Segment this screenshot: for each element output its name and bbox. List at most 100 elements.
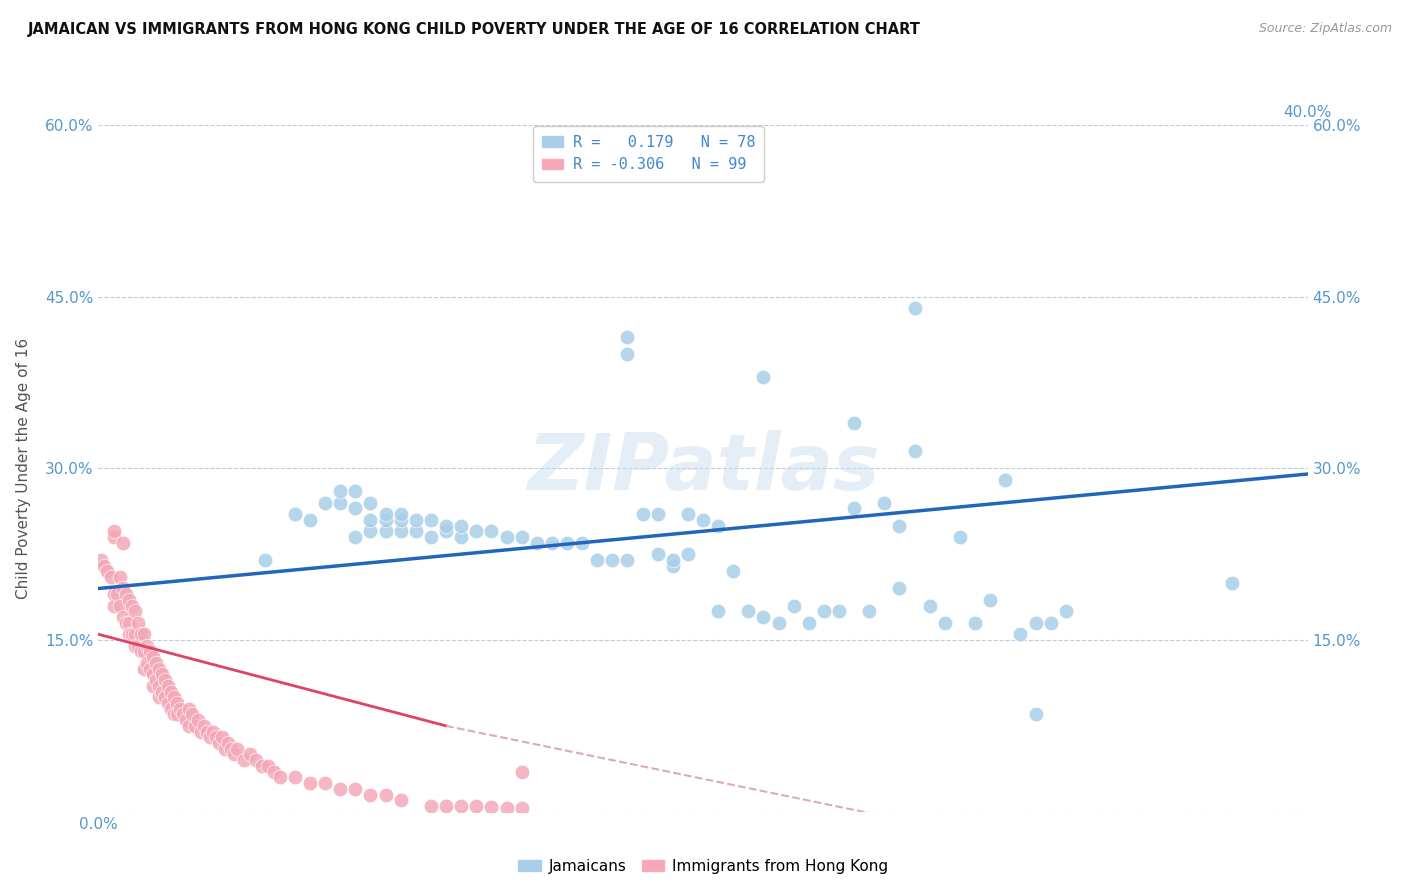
Point: [150, 684, 173, 698]
Point: [737, 604, 759, 618]
Point: [108, 570, 131, 584]
Point: [148, 690, 170, 705]
Point: [1024, 615, 1046, 630]
Point: [783, 599, 806, 613]
Point: [299, 513, 322, 527]
Point: [465, 799, 488, 814]
Point: [103, 587, 125, 601]
Point: [979, 593, 1001, 607]
Point: [555, 535, 578, 549]
Point: [111, 582, 134, 596]
Point: [132, 627, 155, 641]
Point: [156, 679, 179, 693]
Point: [844, 416, 866, 430]
Point: [360, 788, 382, 802]
Point: [166, 707, 188, 722]
Point: [114, 587, 136, 601]
Text: JAMAICAN VS IMMIGRANTS FROM HONG KONG CHILD POVERTY UNDER THE AGE OF 16 CORRELAT: JAMAICAN VS IMMIGRANTS FROM HONG KONG CH…: [28, 22, 921, 37]
Point: [344, 484, 367, 499]
Point: [139, 644, 162, 658]
Point: [253, 553, 276, 567]
Point: [1220, 575, 1243, 590]
Point: [127, 615, 149, 630]
Point: [495, 801, 517, 815]
Point: [1010, 627, 1032, 641]
Point: [994, 473, 1017, 487]
Point: [160, 701, 183, 715]
Point: [105, 587, 128, 601]
Point: [193, 719, 215, 733]
Point: [768, 615, 790, 630]
Point: [132, 644, 155, 658]
Point: [169, 701, 191, 715]
Point: [360, 524, 382, 539]
Point: [129, 644, 152, 658]
Point: [163, 707, 186, 722]
Point: [118, 627, 141, 641]
Point: [256, 759, 278, 773]
Point: [299, 776, 322, 790]
Point: [142, 650, 165, 665]
Point: [873, 495, 896, 509]
Point: [211, 731, 233, 745]
Point: [329, 495, 352, 509]
Point: [904, 444, 927, 458]
Point: [148, 662, 170, 676]
Point: [420, 799, 443, 814]
Point: [145, 656, 167, 670]
Point: [156, 696, 179, 710]
Point: [374, 524, 396, 539]
Point: [616, 329, 638, 343]
Point: [752, 610, 775, 624]
Point: [181, 707, 204, 722]
Point: [374, 788, 396, 802]
Point: [145, 673, 167, 687]
Point: [450, 530, 472, 544]
Point: [510, 764, 533, 779]
Point: [190, 724, 212, 739]
Point: [142, 679, 165, 693]
Point: [124, 639, 146, 653]
Point: [314, 776, 336, 790]
Point: [647, 547, 669, 561]
Point: [752, 369, 775, 384]
Point: [239, 747, 262, 762]
Point: [949, 530, 972, 544]
Point: [450, 799, 472, 814]
Point: [389, 793, 412, 807]
Point: [434, 799, 457, 814]
Point: [111, 610, 134, 624]
Point: [153, 690, 176, 705]
Point: [465, 524, 488, 539]
Point: [405, 513, 427, 527]
Point: [692, 513, 714, 527]
Point: [284, 770, 307, 785]
Point: [263, 764, 285, 779]
Point: [858, 604, 880, 618]
Point: [889, 582, 911, 596]
Point: [707, 518, 730, 533]
Point: [90, 553, 112, 567]
Point: [103, 530, 125, 544]
Point: [526, 535, 548, 549]
Point: [676, 547, 699, 561]
Point: [124, 604, 146, 618]
Point: [103, 524, 125, 539]
Point: [245, 753, 267, 767]
Point: [571, 535, 593, 549]
Point: [434, 518, 457, 533]
Point: [100, 570, 122, 584]
Point: [889, 518, 911, 533]
Point: [224, 747, 246, 762]
Point: [510, 801, 533, 815]
Point: [129, 627, 152, 641]
Point: [93, 558, 115, 573]
Point: [111, 535, 134, 549]
Point: [314, 495, 336, 509]
Point: [232, 753, 254, 767]
Text: ZIPatlas: ZIPatlas: [527, 430, 879, 507]
Point: [221, 741, 243, 756]
Point: [195, 724, 218, 739]
Point: [602, 553, 624, 567]
Point: [214, 741, 236, 756]
